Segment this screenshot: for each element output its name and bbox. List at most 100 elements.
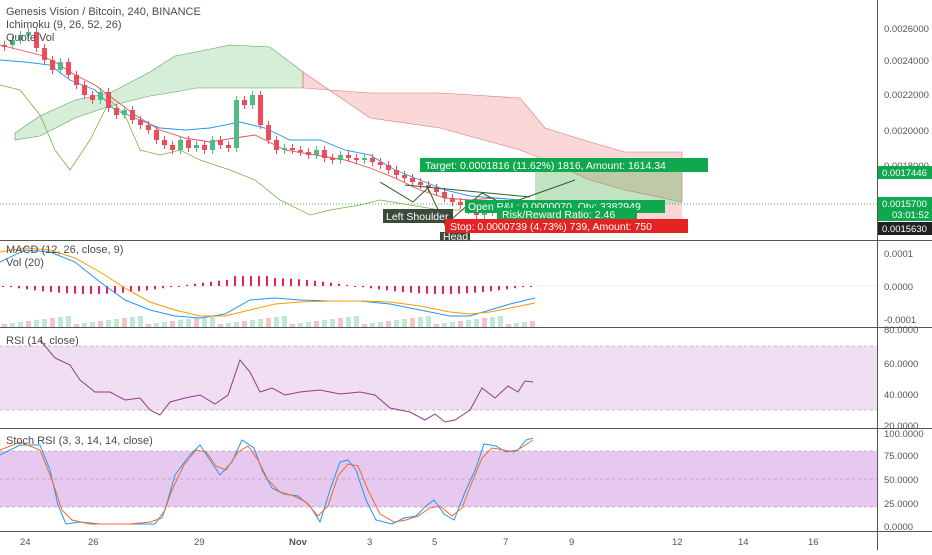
vol-legend[interactable]: Vol (20) (6, 257, 44, 269)
macd-histogram-bar (242, 276, 244, 286)
macd-histogram-bar (522, 286, 524, 288)
volume-bar (362, 324, 367, 327)
volume-bar (122, 318, 127, 327)
time-tick: 26 (88, 537, 99, 548)
candle-body (258, 95, 263, 125)
macd-histogram-bar (186, 284, 188, 286)
macd-histogram-bar (394, 286, 396, 292)
macd-histogram-bar (218, 280, 220, 286)
volume-bar (394, 320, 399, 327)
macd-histogram-bar (314, 280, 316, 286)
macd-histogram-bar (66, 286, 68, 294)
volume-bar (346, 317, 351, 327)
macd-histogram-bar (58, 286, 60, 293)
candle-body (210, 140, 215, 150)
candle-body (194, 145, 199, 148)
candle-body (178, 140, 183, 150)
macd-signal-line (0, 247, 536, 317)
volume-bar (330, 319, 335, 327)
time-tick: 14 (738, 537, 749, 548)
time-tick: 7 (503, 537, 508, 548)
candle-body (298, 150, 303, 152)
volume-bar (314, 321, 319, 327)
volume-bar (458, 321, 463, 327)
macd-histogram-bar (410, 286, 412, 293)
candle-body (162, 140, 167, 145)
macd-histogram-bar (226, 279, 228, 286)
candle-body (458, 202, 463, 205)
macd-histogram-bar (202, 282, 204, 286)
macd-histogram-bar (386, 286, 388, 291)
chart-title[interactable]: Genesis Vision / Bitcoin, 240, BINANCE (6, 6, 201, 18)
macd-histogram-bar (530, 285, 532, 287)
price-tag-low-bg (878, 222, 932, 235)
candle-body (66, 62, 71, 75)
candle-body (226, 145, 231, 148)
volume-bar (274, 317, 279, 327)
price-tag-top: 0.0017446 (882, 168, 927, 179)
macd-histogram-bar (2, 286, 4, 287)
candle-body (98, 92, 103, 100)
candle-body (74, 75, 79, 85)
rsi-pane[interactable]: RSI (14, close) 80.0000 60.0000 40.0000 … (0, 325, 918, 432)
volume-bar (98, 321, 103, 327)
rsi-tick: 40.0000 (884, 390, 918, 401)
candle-body (170, 145, 175, 150)
macd-histogram-bar (26, 286, 28, 290)
price-pane[interactable]: Left Shoulder Head Target: 0.0001816 (11… (0, 28, 877, 243)
volume-bar (282, 316, 287, 327)
volume-bar (18, 322, 23, 327)
macd-histogram-bar (74, 286, 76, 294)
candle-body (186, 140, 191, 148)
time-tick: 9 (569, 537, 574, 548)
candle-body (18, 35, 23, 40)
candle-body (410, 178, 415, 182)
volume-bar (298, 323, 303, 327)
macd-histogram-bar (34, 286, 36, 291)
candle-body (314, 150, 319, 155)
volume-bar (450, 322, 455, 327)
candle-body (138, 120, 143, 125)
macd-histogram-bar (274, 278, 276, 286)
macd-histogram-bar (210, 281, 212, 286)
time-tick: Nov (289, 537, 308, 548)
volume-bar (218, 324, 223, 327)
stoch-pane[interactable]: Stoch RSI (3, 3, 14, 14, close) 100.0000… (0, 429, 924, 533)
candle-body (362, 158, 367, 160)
candle-body (434, 188, 439, 192)
macd-histogram-bar (338, 283, 340, 286)
quote-vol-legend[interactable]: Quote Vol (6, 32, 54, 44)
macd-histogram (2, 276, 532, 294)
price-axis[interactable]: 0.0026000 0.0024000 0.0022000 0.0020000 … (878, 24, 932, 235)
ichimoku-legend[interactable]: Ichimoku (9, 26, 52, 26) (6, 19, 122, 31)
macd-histogram-bar (490, 286, 492, 292)
candle-body (2, 45, 7, 47)
macd-legend[interactable]: MACD (12, 26, close, 9) (6, 244, 123, 256)
macd-histogram-bar (138, 286, 140, 292)
macd-histogram-bar (98, 286, 100, 294)
time-tick: 16 (808, 537, 819, 548)
volume-bar (290, 324, 295, 327)
time-axis[interactable]: 24 26 29 Nov 3 5 7 9 12 14 16 (20, 537, 819, 548)
volume-bar (506, 324, 511, 327)
head-shoulders-pattern (379, 179, 576, 226)
price-tick: 0.0020000 (884, 126, 929, 137)
volume-bar (482, 318, 487, 327)
macd-histogram-bar (498, 286, 500, 291)
macd-histogram-bar (362, 286, 364, 288)
macd-pane[interactable]: MACD (12, 26, close, 9) Vol (20) 0.0001 … (0, 244, 916, 327)
volume-bar (306, 322, 311, 327)
rsi-legend[interactable]: RSI (14, close) (6, 335, 79, 347)
volume-bar (106, 320, 111, 327)
macd-histogram-bar (266, 276, 268, 286)
volume-bar (386, 321, 391, 327)
stoch-legend[interactable]: Stoch RSI (3, 3, 14, 14, close) (6, 435, 153, 447)
stoch-tick: 75.0000 (884, 451, 918, 462)
volume-bar (410, 318, 415, 327)
price-tag-top-bg (878, 166, 932, 179)
macd-histogram-bar (346, 284, 348, 286)
volume-bar (378, 322, 383, 327)
macd-histogram-bar (506, 286, 508, 290)
